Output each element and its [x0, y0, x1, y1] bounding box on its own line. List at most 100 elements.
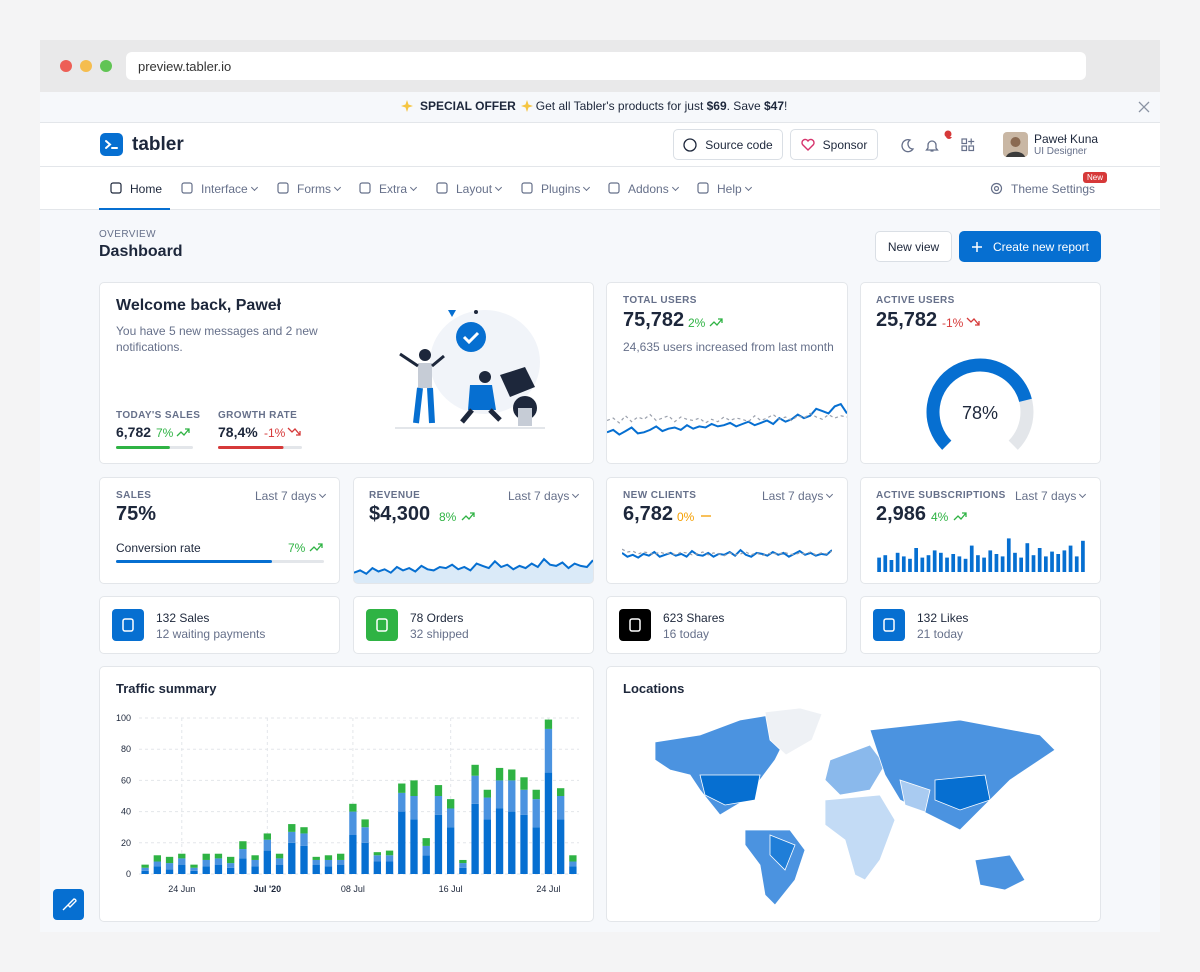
new-view-button[interactable]: New view	[875, 231, 952, 262]
stat-subtitle: 16 today	[663, 627, 710, 641]
period-dropdown[interactable]: Last 7 days	[1015, 489, 1085, 503]
bar-segment	[422, 855, 430, 874]
bar-segment	[165, 869, 174, 874]
theme-fab[interactable]	[53, 889, 84, 920]
welcome-text: You have 5 new messages and 2 new notifi…	[116, 324, 318, 354]
bar-segment	[214, 853, 223, 859]
nav-item[interactable]: Help	[717, 182, 751, 196]
bar	[883, 555, 888, 572]
bar-segment	[227, 856, 235, 864]
bar-segment	[410, 796, 418, 820]
kpi-label: REVENUE	[369, 490, 421, 501]
bar	[969, 545, 974, 572]
bar-segment	[239, 841, 247, 850]
bar	[963, 558, 968, 572]
icon-shape	[608, 182, 620, 194]
brush-icon	[62, 898, 77, 911]
bar-segment	[178, 853, 186, 859]
bar-segment	[361, 819, 369, 828]
bar-segment	[251, 859, 259, 867]
trend-up-icon	[309, 543, 323, 552]
nav-item[interactable]: Plugins	[541, 182, 589, 196]
bar-segment	[165, 863, 174, 870]
user-name[interactable]: Paweł Kuna	[1034, 132, 1099, 146]
plus-icon	[971, 241, 982, 252]
sponsor-button[interactable]: Sponsor	[790, 129, 878, 160]
bar-segment	[312, 864, 320, 874]
bar-segment	[569, 866, 577, 874]
nav-icon	[110, 182, 122, 194]
bar	[982, 557, 986, 572]
offer-text: . Save	[726, 99, 764, 113]
nav-item[interactable]: Extra	[379, 182, 416, 196]
bar-segment	[337, 859, 345, 865]
bar-segment	[373, 861, 381, 874]
nav-item[interactable]: Interface	[201, 182, 257, 196]
bar	[1006, 538, 1011, 572]
icon-glyph	[376, 618, 388, 632]
bar-segment	[239, 858, 247, 874]
new-clients-chart	[622, 548, 832, 559]
bar	[914, 548, 918, 572]
y-tick-label: 20	[121, 838, 131, 848]
heart-icon	[800, 138, 815, 151]
kpi-change: 0%	[677, 510, 695, 524]
new-badge: New	[1083, 172, 1108, 183]
kpi-label: ACTIVE SUBSCRIPTIONS	[876, 490, 1006, 501]
sparkle-icon	[401, 100, 413, 112]
bar-segment	[483, 789, 491, 798]
bar-segment	[385, 850, 394, 856]
kpi-change: 2%	[688, 316, 706, 330]
sparkle-icon	[520, 100, 533, 112]
nav-item[interactable]: Home	[130, 182, 163, 196]
bar-segment	[532, 827, 540, 874]
card-title: Traffic summary	[116, 681, 217, 696]
stat-icon	[366, 609, 398, 641]
x-tick-label: 16 Jul	[439, 884, 463, 894]
world-map	[654, 707, 1056, 906]
bar-segment	[508, 780, 516, 812]
bar-segment	[141, 867, 149, 871]
period-dropdown[interactable]: Last 7 days	[508, 489, 578, 503]
bar-segment	[422, 838, 430, 846]
bar-segment	[251, 866, 259, 874]
card-title: Locations	[623, 681, 685, 696]
period-dropdown[interactable]: Last 7 days	[255, 489, 325, 503]
bar	[926, 555, 931, 572]
bar-segment	[275, 853, 284, 859]
source-code-button[interactable]: Source code	[673, 129, 783, 160]
bar	[945, 557, 949, 572]
nav-item[interactable]: Forms	[297, 182, 340, 196]
bar-segment	[337, 853, 345, 860]
progress-fill	[116, 560, 272, 563]
total-users-chart	[607, 402, 847, 436]
url-bar[interactable]: preview.tabler.io	[126, 52, 1086, 80]
logo-icon[interactable]	[100, 133, 123, 156]
period-dropdown[interactable]: Last 7 days	[762, 489, 832, 503]
total-users-card	[606, 282, 848, 464]
bar-segment	[202, 859, 210, 867]
offer-text: Get all Tabler's products for just	[535, 99, 707, 113]
nav-item[interactable]: Layout	[456, 182, 501, 196]
avatar[interactable]	[1003, 132, 1028, 157]
bar-segment	[153, 855, 161, 862]
brand[interactable]: tabler	[132, 134, 184, 155]
header-icons[interactable]	[898, 137, 978, 153]
bar	[932, 550, 937, 572]
bar-segment	[275, 864, 284, 874]
bar-segment	[569, 855, 577, 862]
trend-up-icon	[709, 318, 723, 327]
bar	[1068, 545, 1073, 572]
nav-item[interactable]: Addons	[628, 182, 678, 196]
bar-segment	[471, 775, 479, 804]
active-indicator	[99, 208, 170, 210]
close-banner[interactable]	[1138, 101, 1150, 113]
bar-segment	[483, 819, 491, 874]
traffic-chart: 0 20 40 60 80 100 24 Jun Jul '20 08 Jul 16 Jul 24 …	[116, 713, 579, 894]
theme-settings[interactable]: Theme Settings	[1011, 182, 1096, 196]
create-report-button[interactable]: Create new report	[959, 231, 1101, 262]
bar-segment	[324, 855, 333, 860]
trend-up-icon	[953, 512, 967, 521]
line	[622, 548, 832, 557]
bar-segment	[300, 845, 308, 874]
